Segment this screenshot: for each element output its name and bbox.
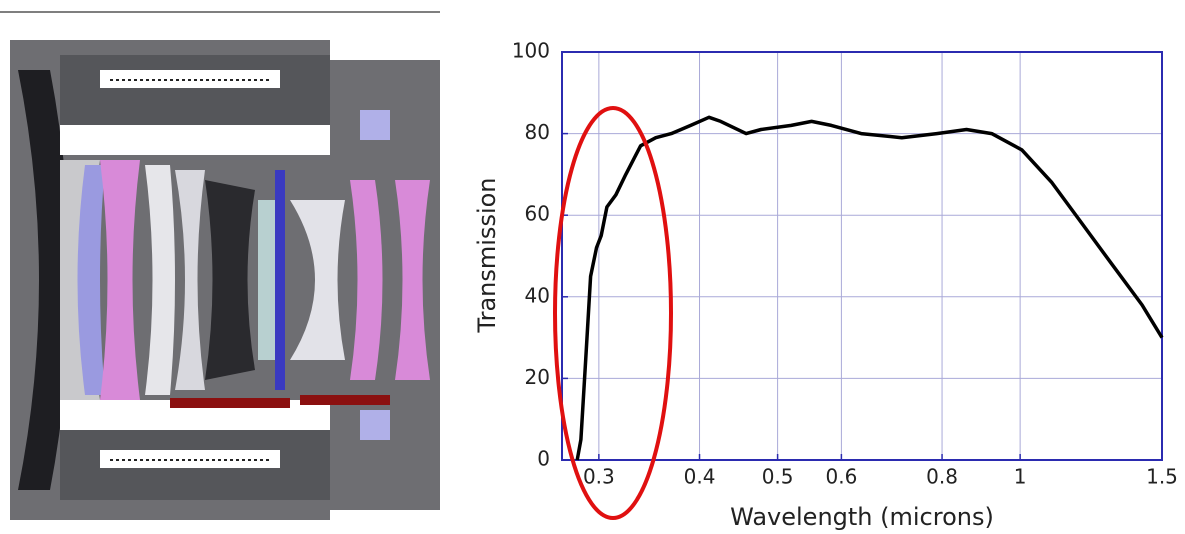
x-tick-label: 0.4 [684,465,716,489]
x-tick-label: 0.6 [825,465,857,489]
y-tick-label: 40 [525,283,550,307]
x-tick-label: 1.5 [1146,465,1178,489]
y-tick-label: 80 [525,120,550,144]
y-tick-label: 100 [512,39,550,63]
x-tick-label: 0.3 [583,465,615,489]
highlight-ellipse [553,106,673,520]
plot-frame [561,51,1163,461]
data-line [575,115,1164,461]
x-tick-label: 0.8 [926,465,958,489]
x-tick-label: 1 [1014,465,1027,489]
x-axis-label: Wavelength (microns) [730,503,994,531]
lens-illustration [0,11,440,520]
x-tick-label: 0.5 [762,465,794,489]
y-tick-label: 0 [537,447,550,471]
y-tick-label: 60 [525,202,550,226]
y-axis-label: Transmission [473,177,501,333]
y-tick-label: 20 [525,365,550,389]
plot: 0 20 40 60 80 100 0.3 0.4 0.5 0.6 0.8 1 1.5 [512,39,1178,489]
